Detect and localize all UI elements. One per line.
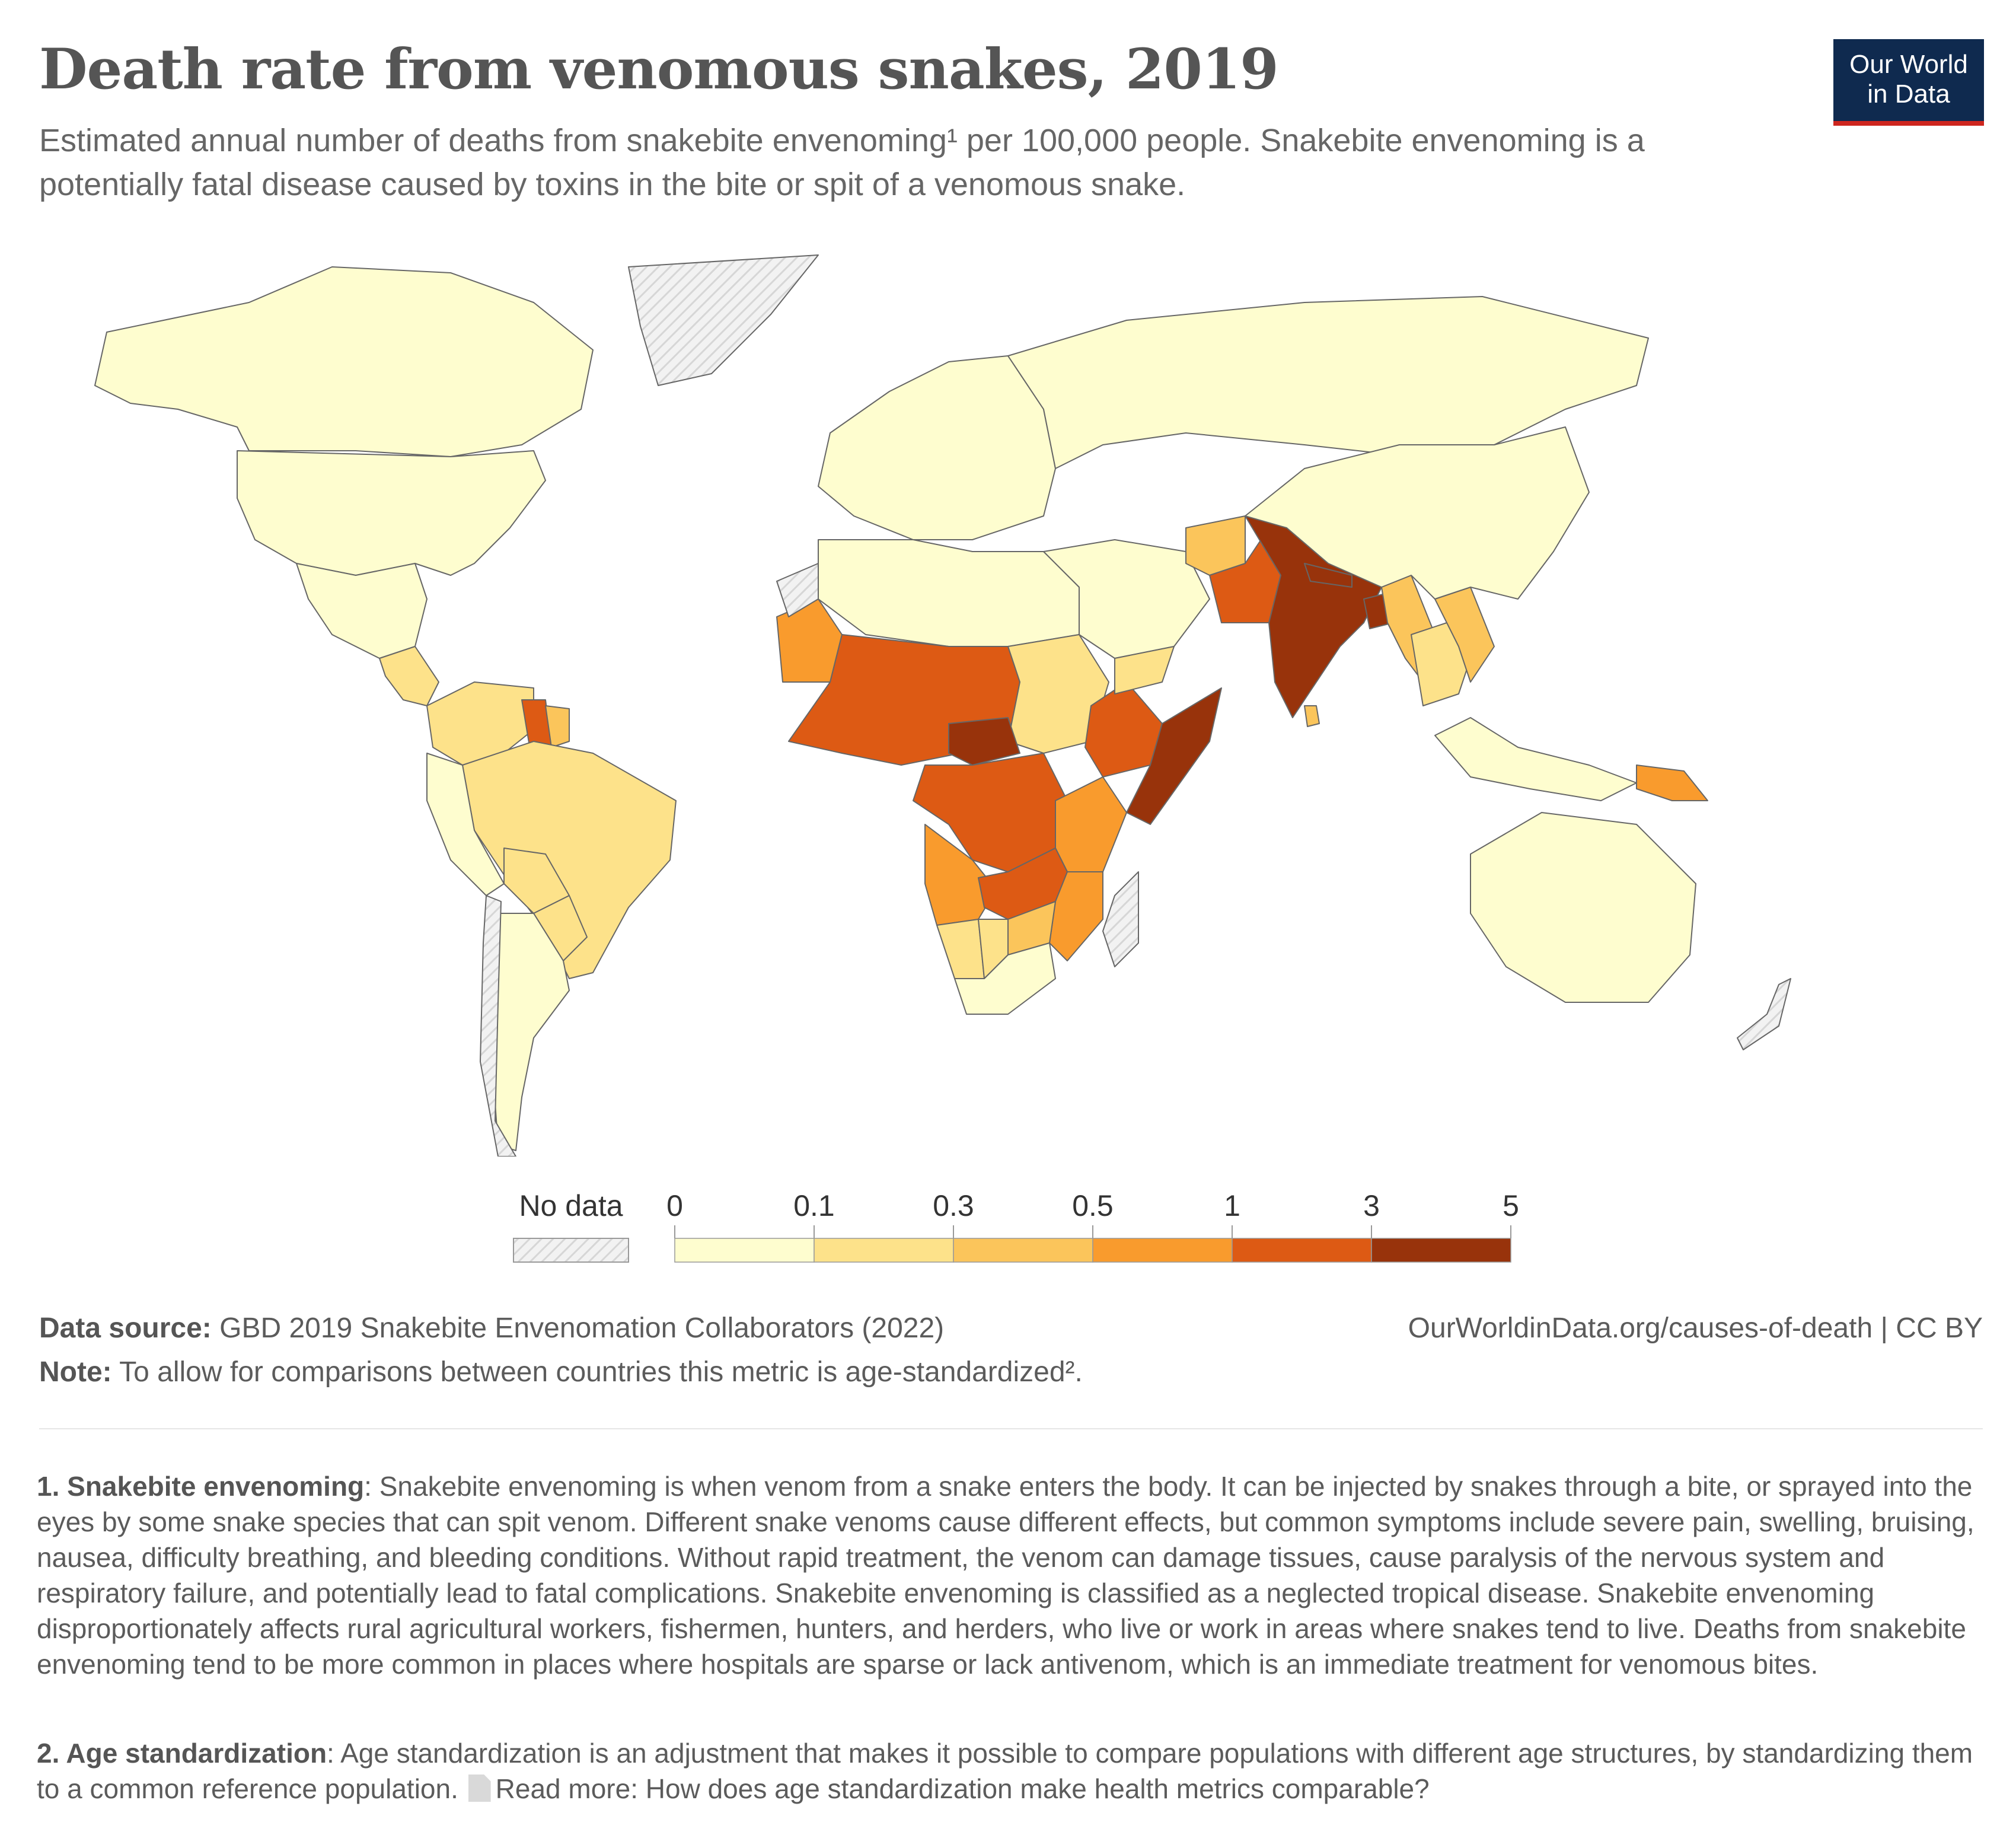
chart-subtitle: Estimated annual number of deaths from s… xyxy=(39,123,1645,202)
legend-no-data-swatch[interactable] xyxy=(513,1238,629,1263)
legend-swatch[interactable] xyxy=(1232,1238,1372,1263)
read-more-link[interactable]: Read more: How does age standardization … xyxy=(495,1773,1430,1804)
url-license: OurWorldinData.org/causes-of-death | CC … xyxy=(1408,1312,1983,1345)
legend-tick-label: 0.5 xyxy=(1072,1189,1114,1222)
country-region[interactable] xyxy=(1411,622,1471,706)
logo-line-2: in Data xyxy=(1867,79,1950,109)
country-region[interactable] xyxy=(480,895,516,1157)
country-region[interactable] xyxy=(1737,978,1791,1050)
legend-swatch[interactable] xyxy=(953,1238,1093,1263)
note-label: Note: xyxy=(39,1356,112,1388)
legend-swatch[interactable] xyxy=(814,1238,954,1263)
country-region[interactable] xyxy=(426,753,505,896)
country-region[interactable] xyxy=(628,254,819,386)
legend-tick-label: 0.3 xyxy=(933,1189,974,1222)
country-region[interactable] xyxy=(818,539,1080,647)
footnote-2-text: : Age standardization is an adjustment t… xyxy=(37,1738,1973,1804)
country-region[interactable] xyxy=(1055,776,1127,872)
source-label: Data source: xyxy=(39,1312,212,1344)
country-region[interactable] xyxy=(545,705,570,748)
legend-swatch[interactable] xyxy=(1092,1238,1233,1263)
country-region[interactable] xyxy=(1126,687,1222,825)
chart-title: Death rate from venomous snakes, 2019 xyxy=(39,37,1279,102)
country-region[interactable] xyxy=(1102,871,1139,967)
color-legend: No data 0 0.1 0.3 0.5 1 3 5 xyxy=(513,1189,1519,1263)
footnote-2-label: 2. Age standardization xyxy=(37,1738,327,1769)
legend-tick-label: 5 xyxy=(1503,1189,1519,1222)
legend-swatch[interactable] xyxy=(674,1238,815,1263)
country-region[interactable] xyxy=(1007,634,1109,754)
country-region[interactable] xyxy=(948,717,1020,766)
footnote-1-label: 1. Snakebite envenoming xyxy=(37,1471,365,1502)
country-region[interactable] xyxy=(379,646,439,706)
footnote-2: 2. Age standardization: Age standardizat… xyxy=(37,1735,1982,1807)
data-source: Data source: GBD 2019 Snakebite Envenoma… xyxy=(39,1312,944,1345)
legend-tick-label: 0 xyxy=(666,1189,683,1222)
source-text: GBD 2019 Snakebite Envenomation Collabor… xyxy=(219,1312,945,1344)
owid-logo[interactable]: Our World in Data xyxy=(1833,39,1984,126)
country-region[interactable] xyxy=(94,266,594,457)
logo-line-1: Our World xyxy=(1849,50,1968,79)
country-region[interactable] xyxy=(818,355,1056,540)
country-region[interactable] xyxy=(426,681,534,766)
country-region[interactable] xyxy=(1114,646,1175,695)
country-region[interactable] xyxy=(296,563,428,659)
license-text: | CC BY xyxy=(1880,1312,1983,1344)
country-region[interactable] xyxy=(776,563,819,617)
world-map[interactable] xyxy=(0,231,2016,1157)
country-region[interactable] xyxy=(1304,705,1320,727)
owid-url-link[interactable]: OurWorldinData.org/causes-of-death xyxy=(1408,1312,1873,1344)
country-region[interactable] xyxy=(1245,426,1590,600)
legend-tick-label: 0.1 xyxy=(793,1189,835,1222)
country-region[interactable] xyxy=(954,942,1056,1015)
legend-no-data-label: No data xyxy=(519,1189,623,1222)
legend-swatch[interactable] xyxy=(1371,1238,1511,1263)
country-region[interactable] xyxy=(936,919,985,979)
country-region[interactable] xyxy=(1434,717,1637,801)
country-region[interactable] xyxy=(1470,812,1696,1003)
country-region[interactable] xyxy=(1304,563,1352,588)
footnote-1: 1. Snakebite envenoming: Snakebite enven… xyxy=(37,1468,1982,1682)
divider xyxy=(39,1428,1983,1429)
note: Note: To allow for comparisons between c… xyxy=(39,1356,1083,1388)
footnote-1-text: : Snakebite envenoming is when venom fro… xyxy=(37,1471,1974,1680)
country-region[interactable] xyxy=(237,450,546,576)
country-region[interactable] xyxy=(1636,764,1708,801)
document-icon xyxy=(468,1775,491,1802)
legend-tick-label: 1 xyxy=(1224,1189,1240,1222)
note-text: To allow for comparisons between countri… xyxy=(119,1356,1083,1388)
legend-tick-label: 3 xyxy=(1363,1189,1380,1222)
